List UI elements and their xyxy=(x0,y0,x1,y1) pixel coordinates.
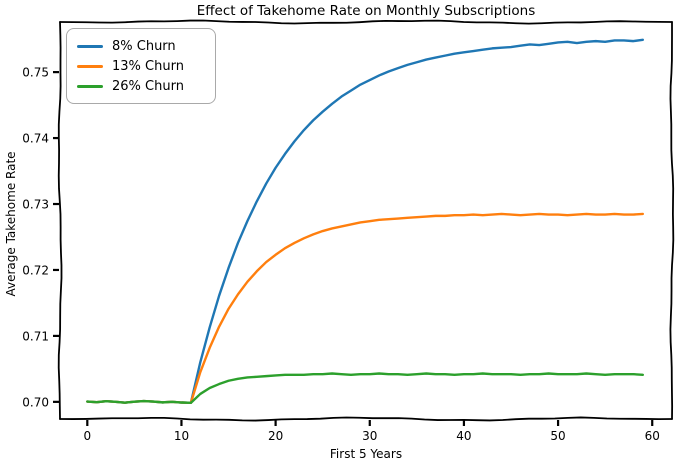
x-tick-label: 20 xyxy=(268,429,283,443)
x-tick-label: 60 xyxy=(645,429,660,443)
series-layer xyxy=(86,38,645,405)
legend-entry-8-churn: 8% Churn xyxy=(77,36,205,56)
y-tick-label: 0.73 xyxy=(22,198,49,212)
y-tick-label: 0.71 xyxy=(22,329,49,343)
x-tick-label: 30 xyxy=(362,429,377,443)
y-tick-label: 0.72 xyxy=(22,263,49,277)
legend: 8% Churn 13% Churn 26% Churn xyxy=(66,28,216,104)
series-line-26-churn xyxy=(86,372,645,405)
y-tick-label: 0.74 xyxy=(22,132,49,146)
ticks-layer: 0 10 20 30 40 50 60 0.70 0.71 0.72 0.73 0.74 0.75 xyxy=(22,66,660,443)
y-axis-label: Average Takehome Rate xyxy=(4,151,18,296)
axes-layer xyxy=(57,19,675,422)
x-axis-label: First 5 Years xyxy=(330,447,402,461)
legend-entry-13-churn: 13% Churn xyxy=(77,56,205,76)
x-tick-label: 40 xyxy=(456,429,471,443)
axis-spine xyxy=(59,19,673,25)
legend-line-sample-orange xyxy=(77,64,103,68)
x-tick-label: 10 xyxy=(174,429,189,443)
x-tick-label: 0 xyxy=(83,429,91,443)
axis-spine xyxy=(669,21,675,420)
x-tick-label: 50 xyxy=(550,429,565,443)
y-tick-label: 0.70 xyxy=(22,395,49,409)
legend-entry-26-churn: 26% Churn xyxy=(77,76,205,96)
legend-line-sample-blue xyxy=(77,44,103,48)
legend-label: 26% Churn xyxy=(112,78,184,94)
axis-spine xyxy=(59,416,673,422)
y-tick-label: 0.75 xyxy=(22,66,49,80)
legend-label: 13% Churn xyxy=(112,58,184,74)
legend-label: 8% Churn xyxy=(112,38,176,54)
axis-spine xyxy=(57,21,63,420)
legend-line-sample-green xyxy=(77,84,103,88)
chart-title: Effect of Takehome Rate on Monthly Subsc… xyxy=(197,3,536,19)
